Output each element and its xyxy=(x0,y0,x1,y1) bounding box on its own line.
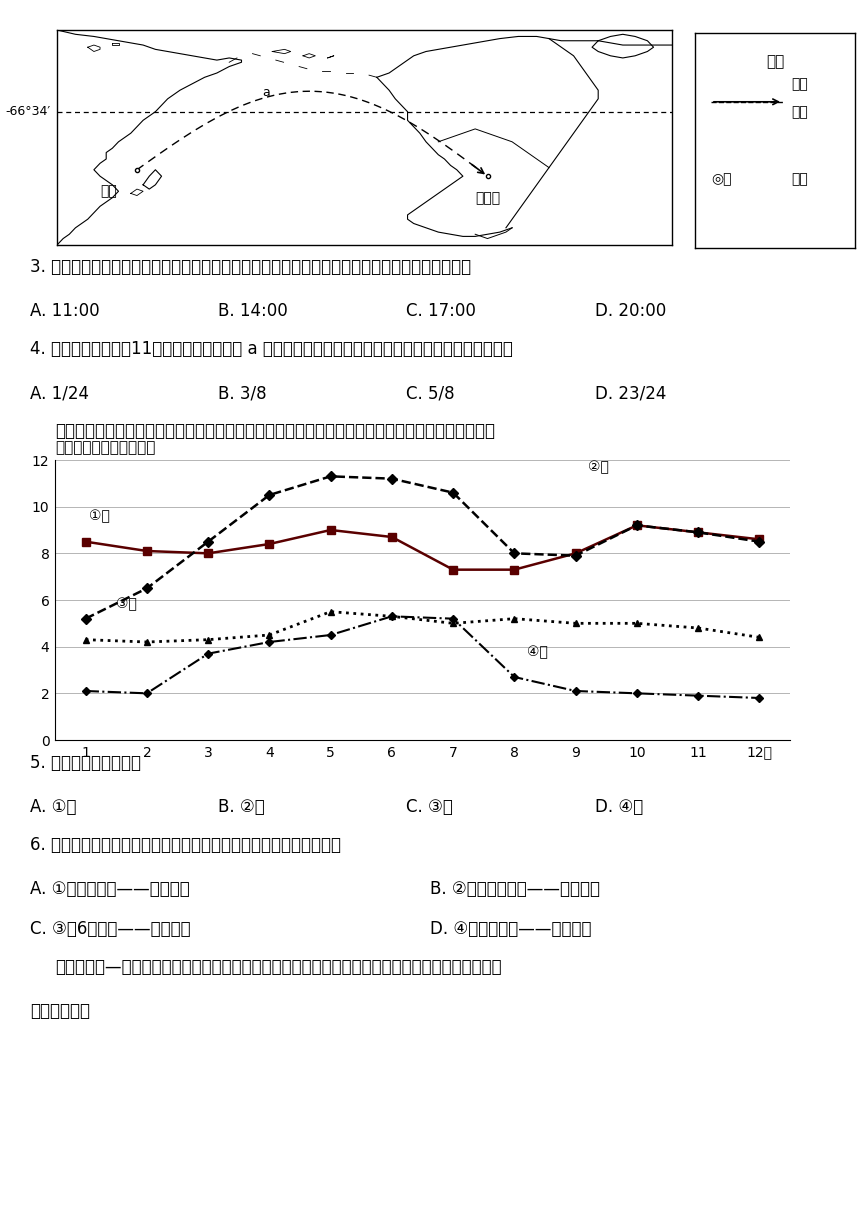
Text: -66°34′: -66°34′ xyxy=(6,106,51,118)
Text: A. 1/24: A. 1/24 xyxy=(30,385,89,402)
Text: 路线: 路线 xyxy=(791,106,808,119)
Text: 下图为青岛—拉萨地形起伏与相应地壳厘度变化对比剑面图，下图中两条曲线之间为地壳。读图，回: 下图为青岛—拉萨地形起伏与相应地壳厘度变化对比剑面图，下图中两条曲线之间为地壳。… xyxy=(55,958,501,976)
Text: C. ③城6月偏少——地形地势: C. ③城6月偏少——地形地势 xyxy=(30,921,191,938)
Text: C. 17:00: C. 17:00 xyxy=(406,302,476,320)
Text: 北京: 北京 xyxy=(100,185,117,198)
Text: A. ①城年均值大——天气状况: A. ①城年均值大——天气状况 xyxy=(30,880,190,897)
Text: B. ②城: B. ②城 xyxy=(218,798,265,816)
Text: 答下面小题。: 答下面小题。 xyxy=(30,1002,90,1020)
Text: B. 14:00: B. 14:00 xyxy=(218,302,288,320)
Text: ①城: ①城 xyxy=(89,510,109,524)
Text: 城市: 城市 xyxy=(791,173,808,186)
Text: 图例: 图例 xyxy=(766,55,784,69)
Text: B. 3/8: B. 3/8 xyxy=(218,385,267,402)
Text: C. 5/8: C. 5/8 xyxy=(406,385,455,402)
Text: D. 20:00: D. 20:00 xyxy=(595,302,667,320)
Text: ②城: ②城 xyxy=(588,461,609,474)
Text: ◎。: ◎。 xyxy=(711,173,732,186)
Text: 5. 代表成都的是（　）: 5. 代表成都的是（ ） xyxy=(30,754,141,772)
Text: 3. 若该客机旅客计划抑达芝加哥时欣赏当地落日余晒景观，则其在北京起飞时北京时间约为（　）: 3. 若该客机旅客计划抑达芝加哥时欣赏当地落日余晒景观，则其在北京起飞时北京时间… xyxy=(30,258,471,276)
Text: ④城: ④城 xyxy=(526,644,548,659)
Text: D. ④城: D. ④城 xyxy=(595,798,643,816)
Text: 6. 图中城市日平均日照时数分布特点及主要影响因素正确的是（　）: 6. 图中城市日平均日照时数分布特点及主要影响因素正确的是（ ） xyxy=(30,837,341,854)
Text: 飞行: 飞行 xyxy=(791,78,808,91)
Text: 如图示意拉萨、乌鲁木齐、成都、上海四城市的日平均日照时数年变化曲线。读图，完成下面小题。: 如图示意拉萨、乌鲁木齐、成都、上海四城市的日平均日照时数年变化曲线。读图，完成下… xyxy=(55,422,495,440)
Text: D. 23/24: D. 23/24 xyxy=(595,385,667,402)
Text: A. 11:00: A. 11:00 xyxy=(30,302,100,320)
Text: A. ①城: A. ①城 xyxy=(30,798,77,816)
Text: a: a xyxy=(262,86,270,100)
Text: 日平均日照时数（小时）: 日平均日照时数（小时） xyxy=(55,440,156,455)
Text: ③城: ③城 xyxy=(116,597,137,612)
Text: 芝加哥: 芝加哥 xyxy=(476,191,501,206)
Text: B. ②城季节变化大——白昼时长: B. ②城季节变化大——白昼时长 xyxy=(430,880,600,897)
Text: 4. 若客机于北京时间11时从北京起飞，途经 a 地上空时与芝加哥属于同一日期的范围约占全球的（　）: 4. 若客机于北京时间11时从北京起飞，途经 a 地上空时与芝加哥属于同一日期的… xyxy=(30,340,513,358)
Text: D. ④城年均值小——纬度位置: D. ④城年均值小——纬度位置 xyxy=(430,921,592,938)
Text: C. ③城: C. ③城 xyxy=(406,798,453,816)
